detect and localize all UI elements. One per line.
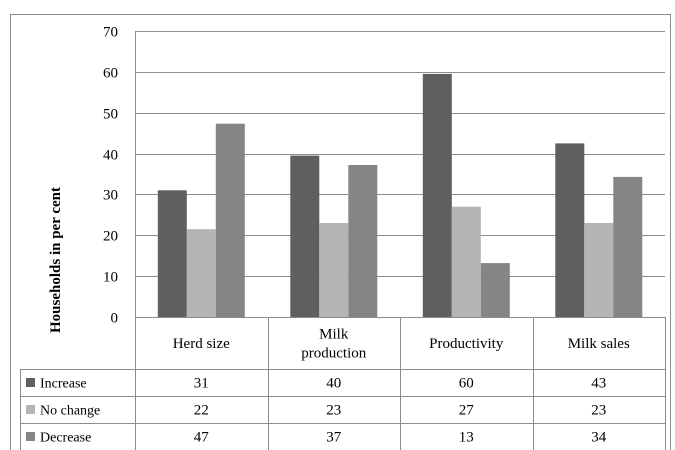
- category-label: Milk sales: [568, 336, 630, 352]
- y-tick-label: 60: [103, 66, 118, 82]
- category-label: Herd size: [173, 336, 230, 352]
- bar: [555, 143, 585, 317]
- bar: [422, 73, 452, 318]
- table-cell-value: 40: [326, 376, 341, 392]
- category-label: production: [301, 346, 366, 362]
- table-cell-value: 27: [459, 403, 475, 419]
- y-tick-label: 70: [103, 25, 118, 41]
- legend-swatch: [26, 405, 35, 414]
- y-tick-label: 30: [103, 188, 118, 204]
- category-label: Milk: [319, 327, 349, 343]
- bars: [157, 73, 643, 318]
- bar: [290, 155, 320, 317]
- legend-swatch: [26, 378, 35, 387]
- table-cell-value: 37: [326, 430, 342, 446]
- table-cell-value: 60: [459, 376, 474, 392]
- legend-swatch: [26, 432, 35, 441]
- y-tick-label: 20: [103, 229, 118, 245]
- table-cell-value: 47: [194, 430, 210, 446]
- bar: [348, 165, 378, 317]
- table-cell-value: 22: [194, 403, 209, 419]
- y-tick-label: 10: [103, 270, 118, 286]
- legend-label: Increase: [40, 377, 87, 392]
- y-tick-label: 0: [111, 311, 119, 327]
- bar: [319, 223, 349, 317]
- bar: [480, 263, 510, 317]
- table-cell-value: 13: [459, 430, 474, 446]
- table-cell-value: 23: [591, 403, 606, 419]
- table-cell-value: 31: [194, 376, 209, 392]
- bar: [186, 229, 216, 317]
- y-tick-label: 40: [103, 148, 118, 164]
- category-label: Productivity: [429, 336, 504, 352]
- bar: [584, 223, 614, 317]
- table-cell-value: 43: [591, 376, 606, 392]
- bar: [451, 206, 481, 317]
- table-cell-value: 23: [326, 403, 341, 419]
- y-axis: 0 10 20 30 40 50 60 70: [103, 25, 136, 327]
- bar: [157, 190, 187, 317]
- data-table: Herd size Milk production Productivity Milk …: [20, 317, 666, 450]
- bar: [215, 123, 245, 317]
- table-cell-value: 34: [591, 430, 607, 446]
- y-tick-label: 50: [103, 107, 118, 123]
- y-axis-label: Households in per cent: [48, 187, 64, 333]
- legend-label: No change: [40, 404, 100, 419]
- legend-label: Decrease: [40, 431, 91, 446]
- bar: [613, 176, 643, 317]
